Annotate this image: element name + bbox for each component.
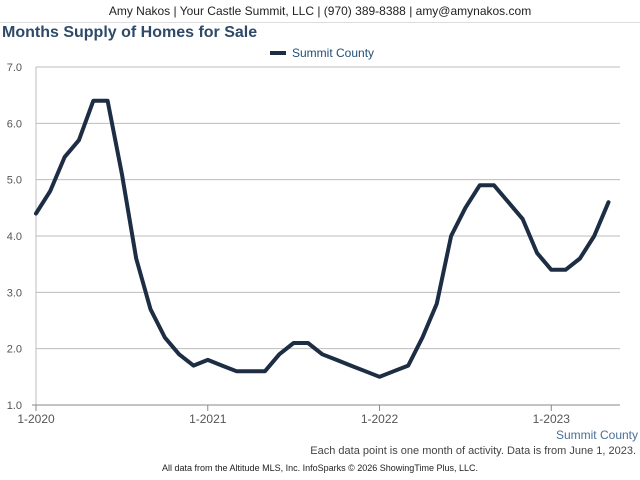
y-tick-label: 5.0 [7,175,22,187]
contact-text: Amy Nakos | Your Castle Summit, LLC | (9… [108,4,532,18]
x-tick-label: 1-2023 [533,412,571,426]
data-note: Each data point is one month of activity… [310,445,636,457]
chart-title: Months Supply of Homes for Sale [2,24,258,41]
y-tick-label: 2.0 [7,344,22,356]
y-tick-label: 4.0 [7,231,22,243]
contact-header: Amy Nakos | Your Castle Summit, LLC | (9… [0,0,640,23]
legend-label: Summit County [292,46,375,60]
x-axis-label: Summit County [555,428,638,442]
chart-legend[interactable]: Summit County [270,46,374,60]
y-tick-label: 1.0 [7,400,22,412]
x-tick-label: 1-2020 [17,412,55,426]
x-tick-label: 1-2021 [189,412,227,426]
footer-credit: All data from the Altitude MLS, Inc. Inf… [162,463,478,473]
y-tick-label: 3.0 [7,287,22,299]
y-tick-label: 6.0 [7,118,22,130]
series-line-summit-county [34,98,611,379]
x-tick-label: 1-2022 [361,412,399,426]
y-tick-label: 7.0 [7,62,22,74]
legend-swatch [270,51,286,55]
